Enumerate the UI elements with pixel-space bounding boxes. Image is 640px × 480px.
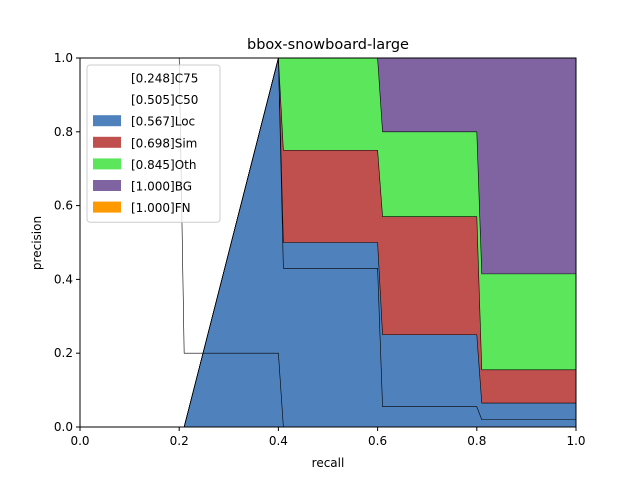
- legend: [0.248]C75 [0.505]C50 [0.567]Loc [0.698]Sim…: [86, 64, 221, 223]
- line-c50: [80, 58, 576, 427]
- x-tick-label: 1.0: [566, 434, 585, 448]
- area-edge-loc: [80, 58, 576, 427]
- chart-title: bbox-snowboard-large: [247, 37, 409, 53]
- x-axis-label: recall: [312, 456, 345, 470]
- y-tick-label: 0.6: [54, 199, 73, 213]
- legend-label-loc: [0.567]Loc: [131, 115, 195, 129]
- x-tick-label: 0.2: [170, 434, 189, 448]
- x-tick-label: 0.4: [269, 434, 288, 448]
- y-tick-label: 0.8: [54, 125, 73, 139]
- legend-label-c75: [0.248]C75: [131, 72, 198, 86]
- legend-swatch-sim: [93, 136, 121, 148]
- legend-swatch-oth: [93, 158, 121, 170]
- area-edge-oth: [80, 58, 576, 427]
- legend-label-sim: [0.698]Sim: [131, 136, 197, 150]
- area-edge-sim: [80, 58, 576, 427]
- x-tick-label: 0.0: [70, 434, 89, 448]
- y-tick-label: 0.2: [54, 346, 73, 360]
- axes-frame: [79, 57, 577, 428]
- legend-label-bg: [1.000]BG: [131, 180, 192, 194]
- legend-label-oth: [0.845]Oth: [131, 158, 196, 172]
- y-tick-label: 0.4: [54, 272, 73, 286]
- legend-swatch-bg: [93, 180, 121, 191]
- legend-swatch-fn: [93, 201, 121, 213]
- y-axis-label: precision: [30, 216, 44, 270]
- legend-swatch-loc: [93, 115, 121, 127]
- y-tick-label: 1.0: [54, 51, 73, 65]
- legend-label-c50: [0.505]C50: [131, 93, 198, 107]
- area-bg: [80, 58, 576, 427]
- area-oth: [80, 58, 576, 427]
- axes: 0.0 0.2 0.4 0.6 0.8 1.0 0.0 0.2 0.4 0.6 0.8 1.0: [54, 51, 586, 448]
- legend-label-fn: [1.000]FN: [131, 201, 191, 215]
- x-tick-label: 0.6: [368, 434, 387, 448]
- y-tick-label: 0.0: [54, 420, 73, 434]
- x-tick-label: 0.8: [467, 434, 486, 448]
